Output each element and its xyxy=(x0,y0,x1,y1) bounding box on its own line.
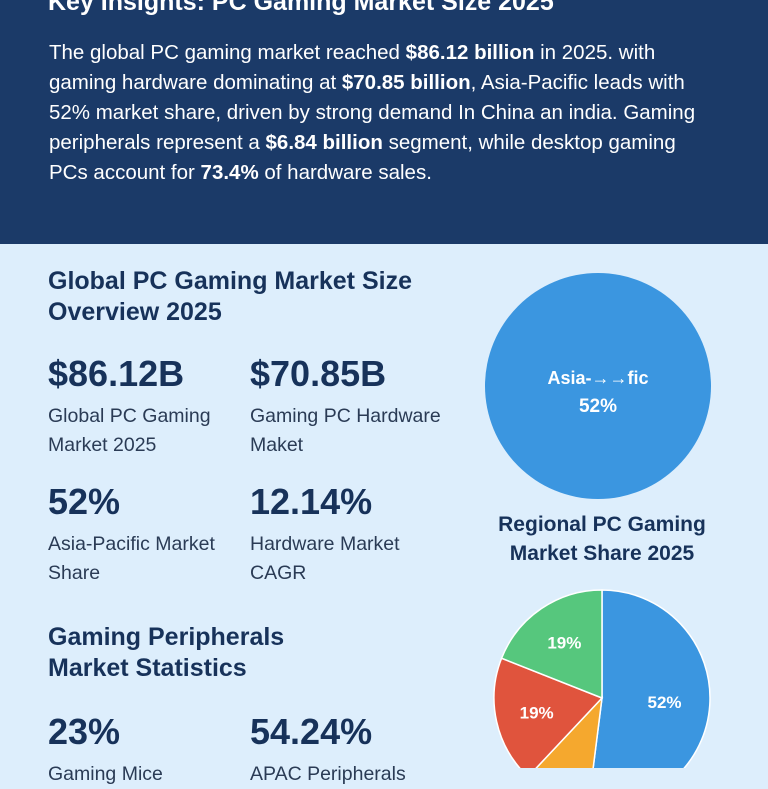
stat-label: APAC Peripherals xyxy=(250,763,406,785)
stat-label: Asia-Pacific Market Share xyxy=(48,533,215,584)
stat-label: Gaming Mice xyxy=(48,763,163,785)
stat-global-market: $86.12B Global PC Gaming Market 2025 xyxy=(48,354,248,460)
banner-text: of hardware sales. xyxy=(258,161,432,184)
asia-pacific-pie-chart: Asia-→→fic 52% xyxy=(485,273,711,499)
stat-hardware-cagr: 12.14% Hardware Market CAGR xyxy=(250,482,450,588)
banner-highlight: $6.84 billion xyxy=(265,131,383,154)
stat-value: $70.85B xyxy=(250,353,387,394)
stat-apac-share: 52% Asia-Pacific Market Share xyxy=(48,482,248,588)
banner-body: The global PC gaming market reached $86.… xyxy=(49,38,709,188)
banner-title: Key Insights: PC Gaming Market Size 2025 xyxy=(48,0,554,16)
stat-value: 54.24% xyxy=(250,711,373,752)
pie-slice xyxy=(592,589,711,768)
pie-slice-label: 19% xyxy=(547,634,581,653)
banner-text: The global PC gaming market reached xyxy=(49,41,406,64)
pie-slice xyxy=(493,657,604,768)
pie-slice-asia-pacific xyxy=(485,273,711,499)
stat-label: Global PC Gaming Market 2025 xyxy=(48,405,211,456)
banner-highlight: $86.12 billion xyxy=(405,41,535,64)
banner-highlight: $70.85 billion xyxy=(341,71,471,94)
regional-share-title: Regional PC Gaming Market Share 2025 xyxy=(498,513,706,565)
banner-text: in 2025. with gaming hardware dominating… xyxy=(49,41,656,94)
stat-value: 52% xyxy=(48,481,121,522)
peripherals-section-title: Gaming Peripherals Market Statistics xyxy=(48,623,285,682)
overview-section-title: Global PC Gaming Market Size Overview 20… xyxy=(48,267,412,326)
banner-text: , Asia-Pacific leads with 52% market sha… xyxy=(49,71,696,154)
pie-slice-label: 19% xyxy=(520,704,554,723)
pie-slice-label: 52% xyxy=(648,693,682,712)
pie-slice xyxy=(500,589,603,700)
pie-label-value: 52% xyxy=(579,396,617,417)
stat-value: 12.14% xyxy=(250,481,373,522)
stat-label: Hardware Market CAGR xyxy=(250,533,400,584)
banner-highlight: 73.4% xyxy=(200,161,259,184)
stat-value: $86.12B xyxy=(48,353,185,394)
regional-share-pie-chart: 52%10%19%19% xyxy=(493,589,711,768)
stat-apac-peripherals: 54.24% APAC Peripherals xyxy=(250,712,450,789)
stat-hardware-market: $70.85B Gaming PC Hardware Maket xyxy=(250,354,450,460)
key-insights-banner: Key Insights: PC Gaming Market Size 2025… xyxy=(0,0,768,244)
stat-value: 23% xyxy=(48,711,121,752)
pie-label-region: Asia-→→fic xyxy=(547,368,648,388)
stat-gaming-mice: 23% Gaming Mice xyxy=(48,712,248,789)
stat-label: Gaming PC Hardware Maket xyxy=(250,405,441,456)
banner-text: segment, while desktop gaming PCs accoun… xyxy=(49,131,676,184)
